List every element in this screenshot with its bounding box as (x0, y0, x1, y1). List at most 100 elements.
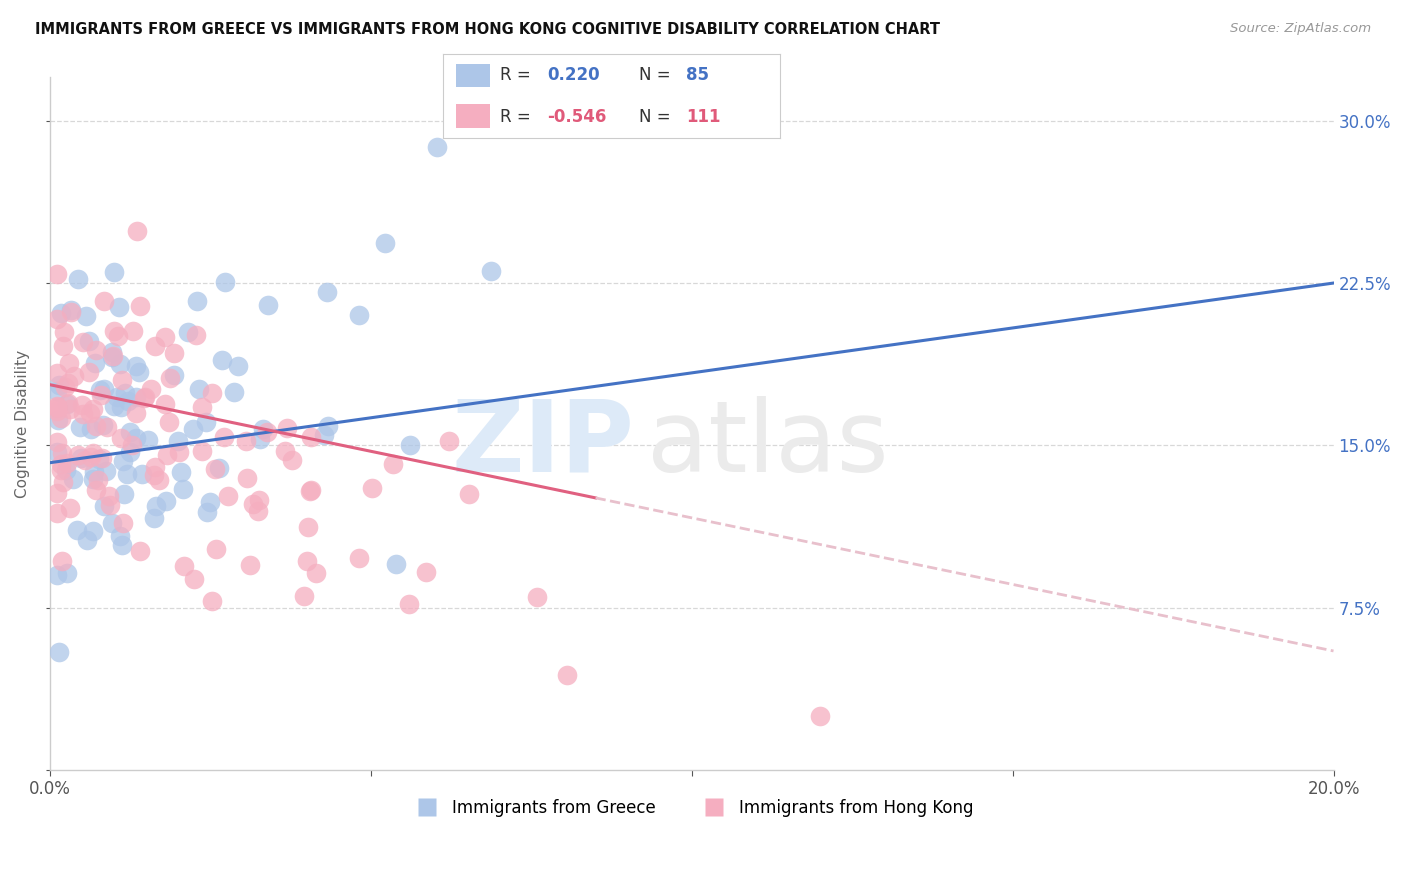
Point (153, 330, 176, 344)
Point (256, 425, 278, 439)
Point (45, 568, 67, 582)
Point (73, 453, 96, 467)
Point (58, 376, 80, 390)
Point (89, 383, 111, 397)
Point (56, 456, 79, 470)
Point (167, 445, 190, 459)
Point (45, 506, 67, 520)
Point (222, 385, 245, 400)
Point (374, 236, 396, 251)
Bar (457, 104, 491, 128)
Bar (457, 63, 491, 87)
Point (349, 308, 371, 322)
Point (134, 392, 156, 406)
Point (139, 382, 162, 396)
Point (45, 384, 67, 398)
Text: 111: 111 (686, 108, 720, 126)
Point (120, 445, 142, 459)
Point (360, 481, 382, 495)
Point (84, 483, 107, 497)
Point (381, 457, 404, 471)
Point (80, 422, 103, 436)
Point (249, 432, 271, 446)
Point (187, 382, 209, 396)
Text: atlas: atlas (647, 396, 889, 493)
Point (170, 465, 193, 479)
Point (153, 396, 176, 410)
Point (134, 390, 156, 404)
Point (70, 398, 93, 412)
Point (304, 566, 326, 581)
Point (111, 373, 134, 387)
Point (555, 668, 578, 682)
Point (142, 511, 165, 525)
Legend: Immigrants from Greece, Immigrants from Hong Kong: Immigrants from Greece, Immigrants from … (404, 793, 980, 824)
Point (45, 267, 67, 281)
Point (316, 418, 339, 433)
Text: IMMIGRANTS FROM GREECE VS IMMIGRANTS FROM HONG KONG COGNITIVE DISABILITY CORRELA: IMMIGRANTS FROM GREECE VS IMMIGRANTS FRO… (35, 22, 941, 37)
Point (458, 487, 481, 501)
Point (82, 401, 104, 416)
Point (94, 464, 117, 478)
Point (201, 386, 224, 401)
Point (297, 520, 319, 534)
Point (101, 516, 124, 530)
Point (125, 359, 148, 373)
Point (162, 346, 184, 360)
Point (127, 224, 149, 238)
Point (398, 598, 420, 612)
Point (79, 406, 101, 420)
Point (45, 312, 67, 326)
Point (125, 406, 148, 420)
Point (117, 393, 139, 408)
Point (172, 483, 194, 497)
Point (163, 368, 186, 382)
Point (246, 504, 269, 518)
Point (398, 437, 420, 451)
Point (107, 300, 129, 314)
Point (51, 446, 73, 460)
Point (75, 309, 97, 323)
Point (201, 594, 224, 608)
Point (55, 462, 77, 476)
Point (281, 452, 304, 467)
Point (292, 589, 315, 603)
Point (58, 396, 80, 410)
Point (195, 416, 218, 430)
Point (479, 263, 502, 277)
Point (84, 418, 107, 433)
Point (385, 557, 408, 571)
Point (84, 356, 107, 370)
Point (112, 516, 135, 530)
Point (148, 474, 170, 488)
Point (177, 325, 200, 339)
Point (80, 450, 103, 465)
Point (45, 485, 67, 500)
Point (51, 411, 73, 425)
Point (437, 434, 460, 449)
Point (124, 432, 146, 446)
Y-axis label: Cognitive Disability: Cognitive Disability (15, 350, 30, 498)
Point (103, 399, 125, 413)
Point (112, 487, 135, 501)
Text: -0.546: -0.546 (547, 108, 607, 126)
Point (143, 467, 166, 482)
Point (166, 434, 188, 449)
Point (45, 401, 67, 415)
Point (45, 366, 67, 380)
Point (108, 357, 131, 371)
Point (347, 551, 370, 566)
Point (103, 325, 125, 339)
Point (107, 329, 129, 343)
Point (67, 448, 90, 462)
Point (208, 461, 231, 475)
Point (236, 471, 259, 485)
Point (59, 401, 82, 416)
Point (66, 271, 89, 285)
Point (70, 450, 93, 465)
Point (105, 390, 128, 404)
Text: N =: N = (638, 66, 675, 84)
Point (136, 433, 159, 447)
Point (131, 467, 153, 481)
Point (526, 590, 548, 604)
